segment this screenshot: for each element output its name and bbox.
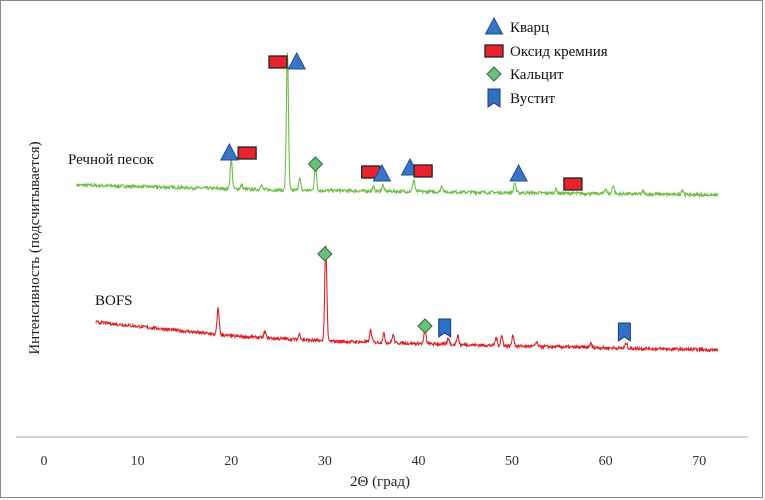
x-tick-label: 70 [692,454,706,469]
peak-marker-triangle [372,163,392,182]
legend-diamond-icon [486,66,502,82]
series-label-river-sand: Речной песок [68,152,154,168]
legend-label-calcite: Кальцит [510,67,564,83]
x-tick-label: 30 [318,454,332,469]
series-label-bofs: BOFS [95,293,133,309]
x-axis: 0 10 20 30 40 50 60 70 [16,436,748,469]
peak-marker-rectangle [413,164,433,178]
legend-triangle-icon [484,16,504,35]
x-tick-label: 0 [41,454,48,469]
peak-marker-diamond [307,156,324,172]
x-tick-label: 60 [599,454,613,469]
peak-marker-triangle [287,51,307,70]
series-line [95,245,719,353]
x-tick-label: 20 [224,454,238,469]
legend-label-wustite: Вустит [510,91,556,107]
peak-marker-rectangle [268,55,288,69]
series-line [76,52,719,199]
series-bofs [95,245,719,353]
peak-marker-pennant [617,322,631,342]
x-tick-label: 40 [411,454,425,469]
peak-marker-rectangle [563,177,583,191]
y-axis-title: Интенсивность (подсчитывается) [27,141,43,354]
peak-marker-triangle [509,163,528,182]
series-river-sand [76,51,719,199]
peak-marker-rectangle [237,146,257,160]
peak-marker-diamond [317,246,333,262]
peak-marker-triangle [220,142,239,161]
legend-label-quartz: Кварц [510,20,549,36]
peak-marker-pennant [438,318,452,338]
x-tick-label: 50 [505,454,519,469]
x-tick-label: 10 [131,454,145,469]
x-axis-title: 2Θ (град) [350,474,410,490]
legend: Кварц Оксид кремния Кальцит Вустит [484,16,608,108]
legend-rectangle-icon [484,44,504,58]
peak-marker-diamond [417,318,433,334]
legend-pennant-icon [487,88,501,108]
legend-label-silicon-oxide: Оксид кремния [510,44,608,60]
series-group [76,51,719,353]
